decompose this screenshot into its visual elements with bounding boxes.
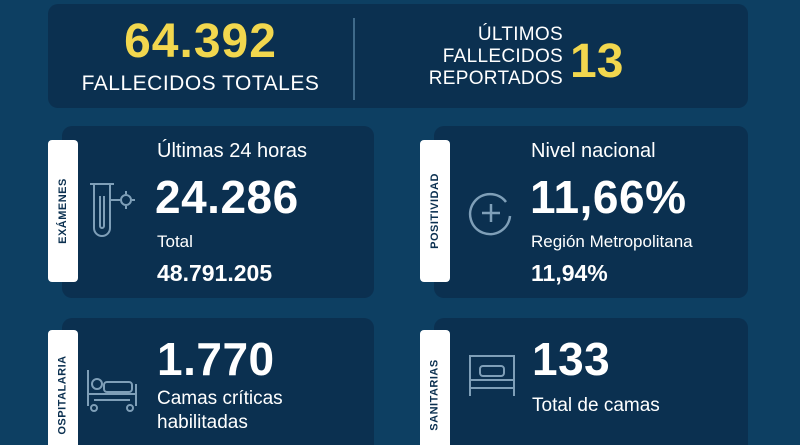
last-deaths-label: ÚLTIMOS FALLECIDOS REPORTADOS	[388, 24, 563, 90]
hospitalaria-tab-label: OSPITALARIA	[57, 355, 69, 435]
hospitalaria-label-line1: Camas críticas	[157, 388, 283, 409]
examenes-24h-label: Últimas 24 horas	[157, 140, 308, 162]
plus-circle-icon	[468, 192, 512, 236]
examenes-tab-label: EXÁMENES	[57, 178, 69, 244]
total-deaths-label: FALLECIDOS TOTALES	[81, 72, 320, 95]
hospitalaria-tab: OSPITALARIA	[48, 330, 78, 445]
last-deaths-label-line1: ÚLTIMOS	[477, 24, 563, 45]
examenes-tab: EXÁMENES	[48, 140, 78, 282]
total-deaths-value: 64.392	[124, 15, 277, 68]
divider	[353, 18, 355, 100]
positividad-national-label: Nivel nacional	[531, 140, 656, 162]
deaths-summary-panel: 64.392 FALLECIDOS TOTALES ÚLTIMOS FALLEC…	[48, 4, 748, 108]
hospitalaria-value: 1.770	[157, 333, 275, 385]
bed-icon	[469, 355, 515, 396]
positividad-national-value: 11,66%	[530, 171, 687, 223]
last-deaths-label-line2: FALLECIDOS	[442, 46, 563, 67]
sanitarias-label: Total de camas	[532, 395, 660, 416]
last-deaths-value: 13	[570, 35, 624, 88]
examenes-total-value: 48.791.205	[157, 260, 273, 286]
last-deaths-label-line3: REPORTADOS	[428, 68, 563, 89]
sanitarias-value: 133	[532, 333, 611, 385]
examenes-total-label: Total	[157, 232, 193, 251]
sanitarias-card: 133 Total de camas	[434, 318, 748, 445]
examenes-24h-value: 24.286	[155, 171, 299, 223]
hospital-bed-icon	[87, 370, 137, 412]
test-tube-icon	[90, 183, 135, 237]
hospitalaria-card: 1.770 Camas críticas habilitadas	[62, 318, 374, 445]
sanitarias-tab: SANITARIAS	[420, 330, 450, 445]
positividad-tab: POSITIVIDAD	[420, 140, 450, 282]
positividad-tab-label: POSITIVIDAD	[429, 173, 442, 249]
positividad-region-value: 11,94%	[531, 260, 608, 286]
positividad-card: Nivel nacional 11,66% Región Metropolita…	[434, 126, 748, 298]
examenes-card: Últimas 24 horas 24.286 Total 48.791.205	[62, 126, 374, 298]
positividad-region-label: Región Metropolitana	[531, 232, 693, 251]
sanitarias-tab-label: SANITARIAS	[429, 359, 442, 431]
hospitalaria-label-line2: habilitadas	[157, 412, 248, 433]
